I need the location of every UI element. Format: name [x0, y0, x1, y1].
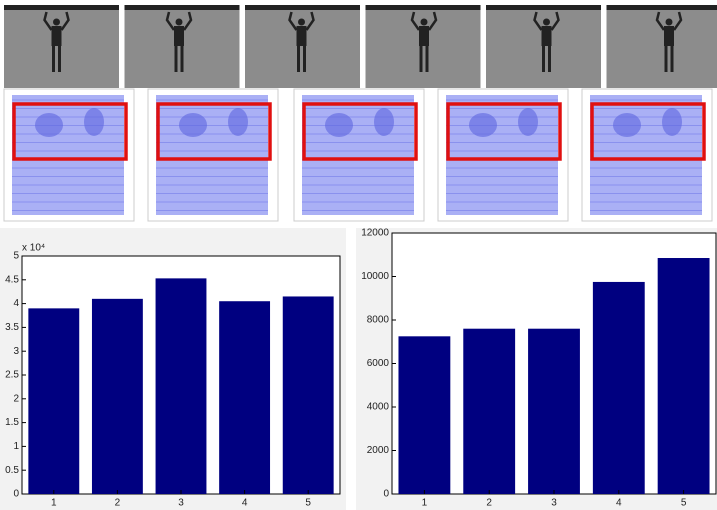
y-tick-label: 3.5 — [5, 322, 19, 333]
bar — [156, 278, 207, 494]
spectrogram — [446, 95, 558, 215]
x-tick-label: 1 — [51, 498, 57, 509]
figure-body — [542, 26, 552, 46]
figure-head — [543, 19, 550, 26]
x-tick-label: 2 — [486, 498, 492, 509]
bar — [283, 296, 334, 494]
spectrogram-blob — [374, 108, 394, 136]
photo-top — [607, 5, 717, 10]
bar — [658, 258, 710, 494]
bar — [463, 329, 515, 494]
y-tick-label: 6000 — [367, 358, 390, 369]
photo-top — [366, 5, 481, 10]
y-tick-label: 12000 — [361, 228, 389, 239]
bar — [92, 299, 143, 494]
spectrogram-blob — [228, 108, 248, 136]
page: {"chart_data": [ {"type": "bar", "catego… — [0, 0, 717, 510]
bar — [219, 301, 270, 494]
bar — [28, 308, 79, 494]
x-tick-label: 5 — [305, 498, 311, 509]
bar — [398, 336, 450, 494]
photo — [607, 5, 717, 88]
x-tick-label: 3 — [178, 498, 184, 509]
figure-body — [664, 26, 674, 46]
spectrogram-row — [4, 89, 712, 221]
photo — [366, 5, 481, 88]
y-tick-label: 10000 — [361, 271, 389, 282]
figure-head — [421, 19, 428, 26]
spectrogram — [12, 95, 124, 215]
y-tick-label: 0.5 — [5, 465, 19, 476]
photo-row — [4, 5, 717, 88]
bar — [593, 282, 645, 494]
y-multiplier: x 10⁴ — [22, 243, 45, 254]
figure-head — [666, 19, 673, 26]
y-tick-label: 4 — [13, 298, 19, 309]
y-tick-label: 8000 — [367, 315, 390, 326]
y-tick-label: 4000 — [367, 402, 390, 413]
spectrogram-blob — [662, 108, 682, 136]
y-tick-label: 0 — [383, 489, 389, 500]
spectrogram-blob — [84, 108, 104, 136]
photo-top — [4, 5, 119, 10]
figure-head — [53, 19, 60, 26]
figure-body — [174, 26, 184, 46]
x-tick-label: 1 — [422, 498, 428, 509]
spectrogram — [156, 95, 268, 215]
spectrogram — [590, 95, 702, 215]
spectrogram-blob — [469, 113, 497, 137]
spectrogram — [302, 95, 414, 215]
photo — [245, 5, 360, 88]
figure: 00.511.522.533.544.55x 10⁴12345020004000… — [0, 0, 717, 510]
x-tick-label: 3 — [551, 498, 557, 509]
spectrogram-blob — [179, 113, 207, 137]
y-tick-label: 2.5 — [5, 370, 19, 381]
x-tick-label: 4 — [242, 498, 248, 509]
spectrogram-blob — [35, 113, 63, 137]
y-tick-label: 4.5 — [5, 274, 19, 285]
y-tick-label: 0 — [13, 489, 19, 500]
figure-head — [298, 19, 305, 26]
y-tick-label: 2 — [13, 393, 19, 404]
y-tick-label: 3 — [13, 346, 19, 357]
y-tick-label: 1 — [13, 441, 19, 452]
photo — [4, 5, 119, 88]
x-tick-label: 5 — [681, 498, 687, 509]
spectrogram-blob — [325, 113, 353, 137]
figure-body — [52, 26, 62, 46]
figure-body — [297, 26, 307, 46]
bar — [528, 329, 580, 494]
y-tick-label: 5 — [13, 251, 19, 262]
spectrogram-blob — [613, 113, 641, 137]
figure-head — [176, 19, 183, 26]
photo-top — [245, 5, 360, 10]
x-tick-label: 4 — [616, 498, 622, 509]
photo-top — [125, 5, 240, 10]
photo-top — [486, 5, 601, 10]
spectrogram-blob — [518, 108, 538, 136]
figure-body — [419, 26, 429, 46]
x-tick-label: 2 — [115, 498, 121, 509]
y-tick-label: 2000 — [367, 445, 390, 456]
y-tick-label: 1.5 — [5, 417, 19, 428]
